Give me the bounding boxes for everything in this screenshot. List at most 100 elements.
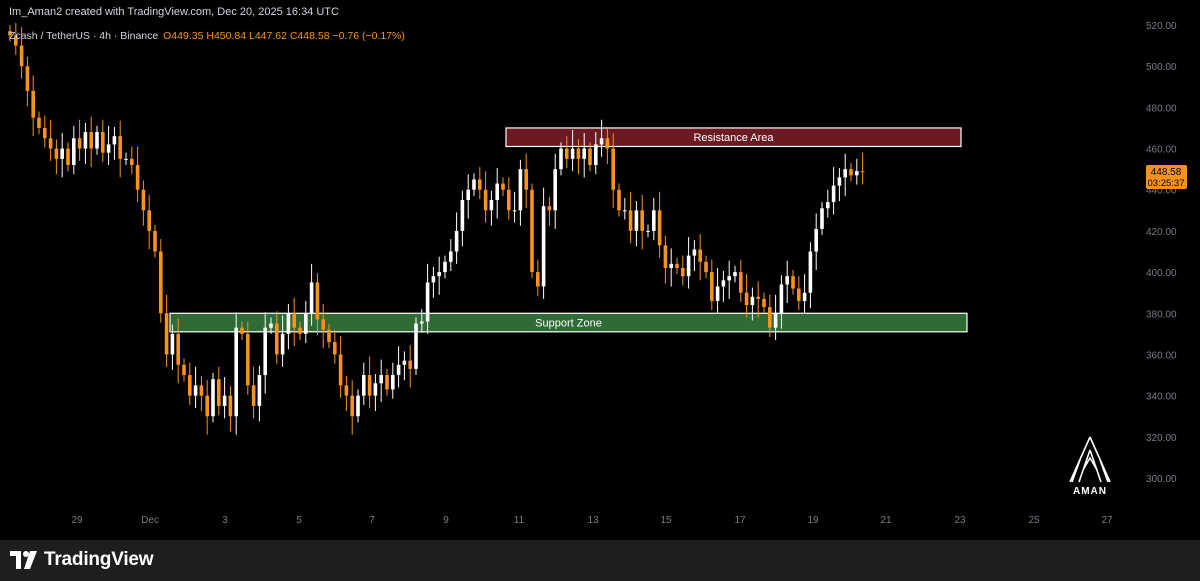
x-tick-label: 5: [296, 515, 302, 526]
x-tick-label: 23: [954, 515, 966, 526]
candle-body: [704, 261, 708, 273]
candle-body: [454, 230, 459, 252]
price-chart[interactable]: 300.00 320.00 340.00 360.00 380.00 400.00 420.…: [0, 0, 1200, 540]
candle-body: [414, 323, 418, 369]
candle-body: [797, 288, 801, 301]
candle-body: [634, 210, 639, 231]
y-tick-label: 360.00: [1146, 350, 1177, 361]
y-tick-label: 520.00: [1146, 21, 1177, 32]
candle-body: [814, 228, 818, 252]
symbol-name[interactable]: Zcash / TetherUS · 4h · Binance: [9, 30, 159, 42]
candle-body: [199, 385, 204, 396]
candle-body: [779, 284, 784, 314]
candle-body: [721, 280, 726, 287]
resistance-zone: [505, 127, 962, 148]
candle-body: [501, 183, 505, 190]
footer-bar: TradingView: [0, 540, 1200, 581]
candle-body: [43, 127, 47, 139]
candle-body: [170, 333, 175, 355]
candle-body: [860, 171, 865, 173]
candle-body: [536, 272, 540, 287]
candle-body: [135, 165, 140, 190]
candle-body: [466, 189, 470, 201]
candle-body: [211, 379, 215, 417]
candle-body: [518, 169, 523, 211]
ohlc-open: O449.35: [163, 30, 204, 42]
candle-body: [831, 185, 836, 203]
candle-body: [744, 292, 749, 306]
x-tick-label: 13: [587, 515, 599, 526]
symbol-legend: Zcash / TetherUS · 4h · Binance O449.35 …: [9, 30, 405, 42]
candle-body: [820, 208, 824, 229]
candle-body: [54, 148, 59, 159]
candle-body: [101, 132, 105, 153]
candle-body: [507, 189, 511, 211]
candle-body: [280, 333, 285, 355]
candle-body: [327, 329, 331, 343]
tradingview-brand: TradingView: [44, 549, 154, 570]
candle-body: [559, 148, 563, 170]
candle-body: [396, 364, 401, 376]
candle-body: [315, 282, 320, 320]
tradingview-logo-icon: [10, 551, 37, 569]
candle-body: [611, 148, 615, 190]
candle-body: [25, 66, 30, 91]
candle-body: [570, 148, 575, 159]
candle-body: [553, 169, 557, 211]
candle-body: [541, 206, 546, 287]
x-tick-label: 17: [734, 515, 746, 526]
candle-body: [802, 292, 807, 301]
y-tick-label: 500.00: [1146, 62, 1177, 73]
candle-body: [849, 169, 853, 176]
candle-body: [826, 202, 830, 209]
chart-area[interactable]: 300.00 320.00 340.00 360.00 380.00 400.00 420.…: [0, 0, 1200, 540]
tradingview-logo[interactable]: TradingView: [10, 549, 154, 571]
candle-body: [14, 35, 18, 46]
candle-body: [31, 90, 35, 118]
candle-body: [205, 395, 209, 417]
candle-body: [251, 385, 256, 406]
candle-body: [286, 313, 291, 334]
candle-body: [739, 272, 743, 293]
candle-body: [188, 375, 192, 396]
candle-body: [124, 158, 128, 160]
candle-body: [727, 276, 731, 281]
candle-body: [605, 138, 610, 149]
candle-body: [681, 267, 685, 277]
x-tick-label: 15: [660, 515, 672, 526]
candle-body: [715, 286, 720, 301]
candle-body: [582, 148, 586, 159]
candle-body: [373, 383, 378, 396]
candle-body: [344, 385, 349, 396]
candle-body: [222, 395, 227, 406]
y-tick-label: 300.00: [1146, 474, 1177, 485]
candle-body: [83, 132, 88, 149]
candle-body: [292, 313, 296, 328]
x-tick-label: Dec: [141, 515, 159, 526]
candle-body: [356, 395, 360, 417]
candle-body: [733, 272, 737, 277]
candle-body: [118, 136, 122, 159]
candle-body: [333, 342, 337, 355]
candle-body: [95, 132, 99, 149]
candle-body: [762, 298, 766, 308]
candle-body: [524, 169, 528, 190]
candle-body: [112, 136, 117, 145]
y-tick-label: 400.00: [1146, 268, 1177, 279]
svg-text:AMAN: AMAN: [1073, 486, 1107, 497]
candle-body: [234, 327, 238, 417]
candle-body: [8, 31, 12, 36]
candle-body: [623, 210, 627, 212]
candle-body: [669, 263, 673, 268]
x-tick-label: 21: [880, 515, 892, 526]
candle-body: [408, 360, 412, 369]
candle-body: [19, 45, 24, 67]
support-label: Support Zone: [535, 318, 602, 330]
candle-body: [60, 148, 64, 159]
candle-body: [338, 354, 343, 386]
candle-body: [385, 375, 389, 390]
candle-body: [431, 276, 436, 283]
candle-body: [565, 148, 569, 159]
y-tick-label: 340.00: [1146, 392, 1177, 403]
x-tick-label: 27: [1101, 515, 1113, 526]
